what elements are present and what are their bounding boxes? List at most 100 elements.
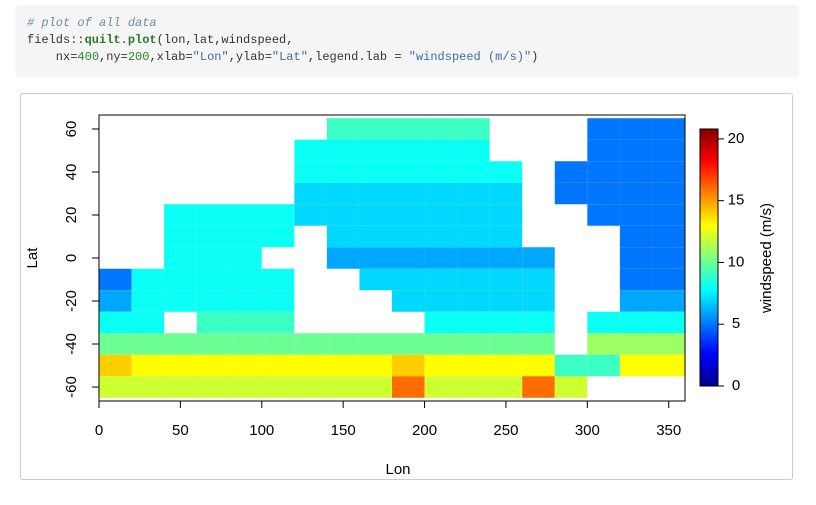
- cell: [164, 333, 197, 355]
- cell: [294, 354, 327, 377]
- cell: [489, 268, 523, 291]
- cell: [99, 376, 132, 398]
- x-tick-label: 250: [493, 422, 518, 439]
- x-tick-label: 350: [656, 422, 681, 439]
- cell: [489, 204, 523, 226]
- cell: [131, 268, 165, 291]
- y-tick-label: 0: [63, 254, 80, 262]
- x-tick-label: 100: [249, 422, 274, 439]
- cell: [424, 139, 458, 162]
- cell: [424, 225, 458, 248]
- cell: [359, 225, 392, 248]
- cell: [457, 182, 490, 205]
- cell: [326, 376, 360, 398]
- cell: [326, 118, 360, 140]
- cell: [392, 182, 425, 205]
- cell: [587, 118, 620, 140]
- colorbar-tick-label: 10: [728, 253, 745, 270]
- cell: [294, 376, 327, 398]
- code-token: ,ny=: [99, 50, 128, 64]
- cell: [652, 247, 685, 269]
- cell: [196, 376, 230, 398]
- cell: [457, 247, 490, 269]
- cell: [619, 333, 653, 355]
- cell: [261, 376, 295, 398]
- cell: [587, 139, 620, 162]
- cell: [131, 311, 165, 334]
- cell: [522, 354, 555, 377]
- cell: [294, 333, 327, 355]
- cell: [131, 376, 165, 398]
- code-comment: # plot of all data: [27, 16, 157, 30]
- cell: [261, 268, 295, 291]
- cell: [554, 161, 588, 183]
- cell: [196, 290, 230, 312]
- cell: [261, 290, 295, 312]
- cell: [457, 376, 490, 398]
- cell: [99, 311, 132, 334]
- cell: [196, 225, 230, 248]
- cell: [392, 204, 425, 226]
- cell: [457, 225, 490, 248]
- x-tick-label: 200: [412, 422, 437, 439]
- cell: [489, 182, 523, 205]
- cell: [652, 268, 685, 291]
- cell: [392, 354, 425, 377]
- cell: [229, 333, 262, 355]
- cell: [457, 118, 490, 140]
- cell: [99, 268, 132, 291]
- colorbar-tick-label: 20: [728, 130, 745, 147]
- cell: [619, 139, 653, 162]
- cell: [587, 311, 620, 334]
- cell: [326, 354, 360, 377]
- code-token: quilt.plot: [84, 33, 157, 47]
- cell: [652, 311, 685, 334]
- cell: [392, 118, 425, 140]
- cell: [424, 268, 458, 291]
- cell: [489, 225, 523, 248]
- cell: [326, 182, 360, 205]
- y-tick-label: 20: [63, 207, 80, 224]
- code-token: 400: [77, 50, 100, 64]
- cell: [619, 268, 653, 291]
- cell: [489, 333, 523, 355]
- cell: [229, 204, 262, 226]
- cell: [392, 161, 425, 183]
- cell: [489, 311, 523, 334]
- cell: [489, 354, 523, 377]
- cell: [294, 161, 327, 183]
- code-line: fields::quilt.plot(lon,lat,windspeed,: [27, 32, 787, 49]
- cell: [652, 333, 685, 355]
- cell: [489, 161, 523, 183]
- cell: [522, 333, 555, 355]
- cell: [619, 225, 653, 248]
- cell: [489, 376, 523, 398]
- cell: [392, 376, 425, 398]
- cell: [619, 118, 653, 140]
- cell: [619, 247, 653, 269]
- cell: [261, 311, 295, 334]
- cell: [554, 376, 588, 398]
- cell: [424, 290, 458, 312]
- cell: [392, 225, 425, 248]
- cell: [131, 354, 165, 377]
- cell: [164, 354, 197, 377]
- colorbar-tick-label: 5: [732, 315, 740, 332]
- cell: [359, 204, 392, 226]
- cell: [261, 225, 295, 248]
- cell: [424, 311, 458, 334]
- cell: [196, 333, 230, 355]
- cell: [196, 311, 230, 334]
- cell: [554, 182, 588, 205]
- cell: [196, 268, 230, 291]
- y-tick-label: -20: [63, 290, 80, 312]
- cell: [131, 333, 165, 355]
- cell: [164, 290, 197, 312]
- code-token: (lon,lat,windspeed,: [156, 33, 294, 47]
- cell: [522, 311, 555, 334]
- y-tick-label: -60: [63, 376, 80, 398]
- code-token: ,ylab=: [228, 50, 272, 64]
- code-token: "windspeed (m/s)": [408, 50, 532, 64]
- cell: [359, 247, 392, 269]
- cell: [229, 311, 262, 334]
